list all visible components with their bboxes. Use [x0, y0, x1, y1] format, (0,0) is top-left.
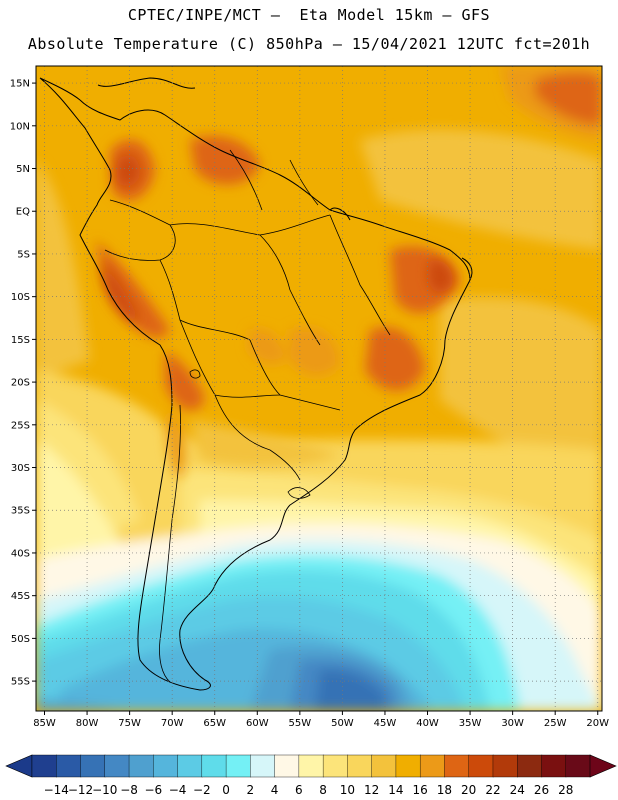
- longitude-tick-label: 70W: [161, 718, 184, 729]
- colorbar-swatch: [565, 754, 591, 778]
- colorbar-overflow-arrow: [589, 754, 617, 778]
- longitude-tick-label: 55W: [289, 718, 312, 729]
- colorbar-level-label: 26: [534, 783, 549, 797]
- colorbar-swatch: [395, 754, 421, 778]
- longitude-tick-label: 40W: [416, 718, 439, 729]
- lakes: [189, 369, 311, 499]
- latitude-tick-labels: 15N 10N 5N EQ 5S 10S 15S 20S 25S 30S 35S 40S 45S 50S 5…: [10, 79, 36, 688]
- colorbar-level-label: −4: [169, 783, 187, 797]
- colorbar-swatch: [250, 754, 276, 778]
- colorbar-swatch: [128, 754, 155, 778]
- longitude-tick-label: 80W: [76, 718, 99, 729]
- colorbar-underflow-arrow: [5, 754, 33, 778]
- colorbar-level-label: 0: [222, 783, 230, 797]
- latitude-tick-label: 55S: [11, 677, 30, 688]
- map-frame: [35, 65, 603, 712]
- coastlines: [39, 77, 473, 691]
- colorbar-level-label: 20: [461, 783, 476, 797]
- colorbar-swatch: [419, 754, 446, 778]
- latitude-tick-label: 40S: [11, 548, 30, 559]
- colorbar-swatch: [347, 754, 373, 778]
- colorbar-level-label: 28: [558, 783, 573, 797]
- latitude-tick-label: 45S: [11, 591, 30, 602]
- longitude-tick-label: 25W: [544, 718, 567, 729]
- latitude-tick-label: 20S: [11, 378, 30, 389]
- latitude-tick-label: 30S: [11, 463, 30, 474]
- colorbar-level-label: 14: [388, 783, 403, 797]
- longitude-tick-label: 60W: [246, 718, 269, 729]
- temperature-field: [36, 66, 602, 711]
- colorbar-swatch: [517, 754, 543, 778]
- colorbar-level-label: 24: [510, 783, 525, 797]
- map-subtitle: Absolute Temperature (C) 850hPa – 15/04/…: [27, 35, 591, 53]
- longitude-tick-label: 50W: [331, 718, 354, 729]
- latitude-tick-label: 10N: [10, 121, 30, 132]
- colorbar-level-label: 12: [364, 783, 379, 797]
- colorbar-swatch: [371, 754, 397, 778]
- colorbar-swatch: [298, 754, 324, 778]
- colorbar-level-label: −10: [92, 783, 117, 797]
- longitude-tick-label: 20W: [586, 718, 609, 729]
- colorbar-level-label: −2: [193, 783, 211, 797]
- colorbar-swatch: [468, 754, 494, 778]
- latitude-tick-label: 15N: [10, 79, 30, 90]
- latitude-tick-label: 10S: [11, 292, 30, 303]
- colorbar-level-label: −12: [68, 783, 93, 797]
- colorbar-swatch: [80, 754, 106, 778]
- colorbar-level-label: −6: [144, 783, 162, 797]
- colorbar-swatch: [322, 754, 349, 778]
- colorbar-level-label: 2: [247, 783, 255, 797]
- colorbar-swatch: [274, 754, 300, 778]
- colorbar-level-label: 10: [340, 783, 355, 797]
- longitude-tick-labels: 85W 80W 75W 70W 65W 60W 55W 50W 45W 40W 35W 30W 25W 2…: [33, 711, 609, 729]
- colorbar-level-label: −14: [44, 783, 69, 797]
- colorbar-swatch: [56, 754, 82, 778]
- colorbar-level-label: 22: [485, 783, 500, 797]
- longitude-tick-label: 45W: [374, 718, 397, 729]
- colorbar-level-label: 16: [413, 783, 428, 797]
- colorbar-level-label: 6: [295, 783, 303, 797]
- colorbar-swatch: [177, 754, 203, 778]
- longitude-tick-label: 30W: [501, 718, 524, 729]
- latitude-tick-label: 35S: [11, 506, 30, 517]
- colorbar-level-label: 18: [437, 783, 452, 797]
- colorbar-swatch: [444, 754, 470, 778]
- longitude-tick-label: 65W: [203, 718, 226, 729]
- latitude-tick-label: 15S: [11, 335, 30, 346]
- colorbar-level-label: 4: [271, 783, 279, 797]
- colorbar-swatch: [31, 754, 57, 778]
- colorbar-swatch: [225, 754, 252, 778]
- longitude-tick-label: 75W: [118, 718, 141, 729]
- latitude-tick-label: 5S: [17, 249, 30, 260]
- colorbar-level-label: −8: [120, 783, 138, 797]
- map-title: CPTEC/INPE/MCT – Eta Model 15km – GFS: [127, 6, 491, 24]
- colorbar-swatch: [201, 754, 227, 778]
- colorbar-swatch: [153, 754, 179, 778]
- colorbar-swatch: [104, 754, 130, 778]
- color-scale-bar: −14−12−10 −8 −6 −4 −2 0 2 4 6 8 10 12 14 16 18 20 22 24 26…: [5, 754, 617, 797]
- longitude-tick-label: 35W: [459, 718, 482, 729]
- latitude-tick-label: EQ: [16, 207, 30, 218]
- colorbar-swatch: [492, 754, 518, 778]
- colorbar-level-label: 8: [319, 783, 327, 797]
- latitude-tick-label: 50S: [11, 634, 30, 645]
- country-borders: [104, 149, 391, 683]
- longitude-tick-label: 85W: [33, 718, 56, 729]
- latitude-tick-label: 5N: [16, 164, 30, 175]
- colorbar-swatch: [541, 754, 567, 778]
- latitude-tick-label: 25S: [11, 420, 30, 431]
